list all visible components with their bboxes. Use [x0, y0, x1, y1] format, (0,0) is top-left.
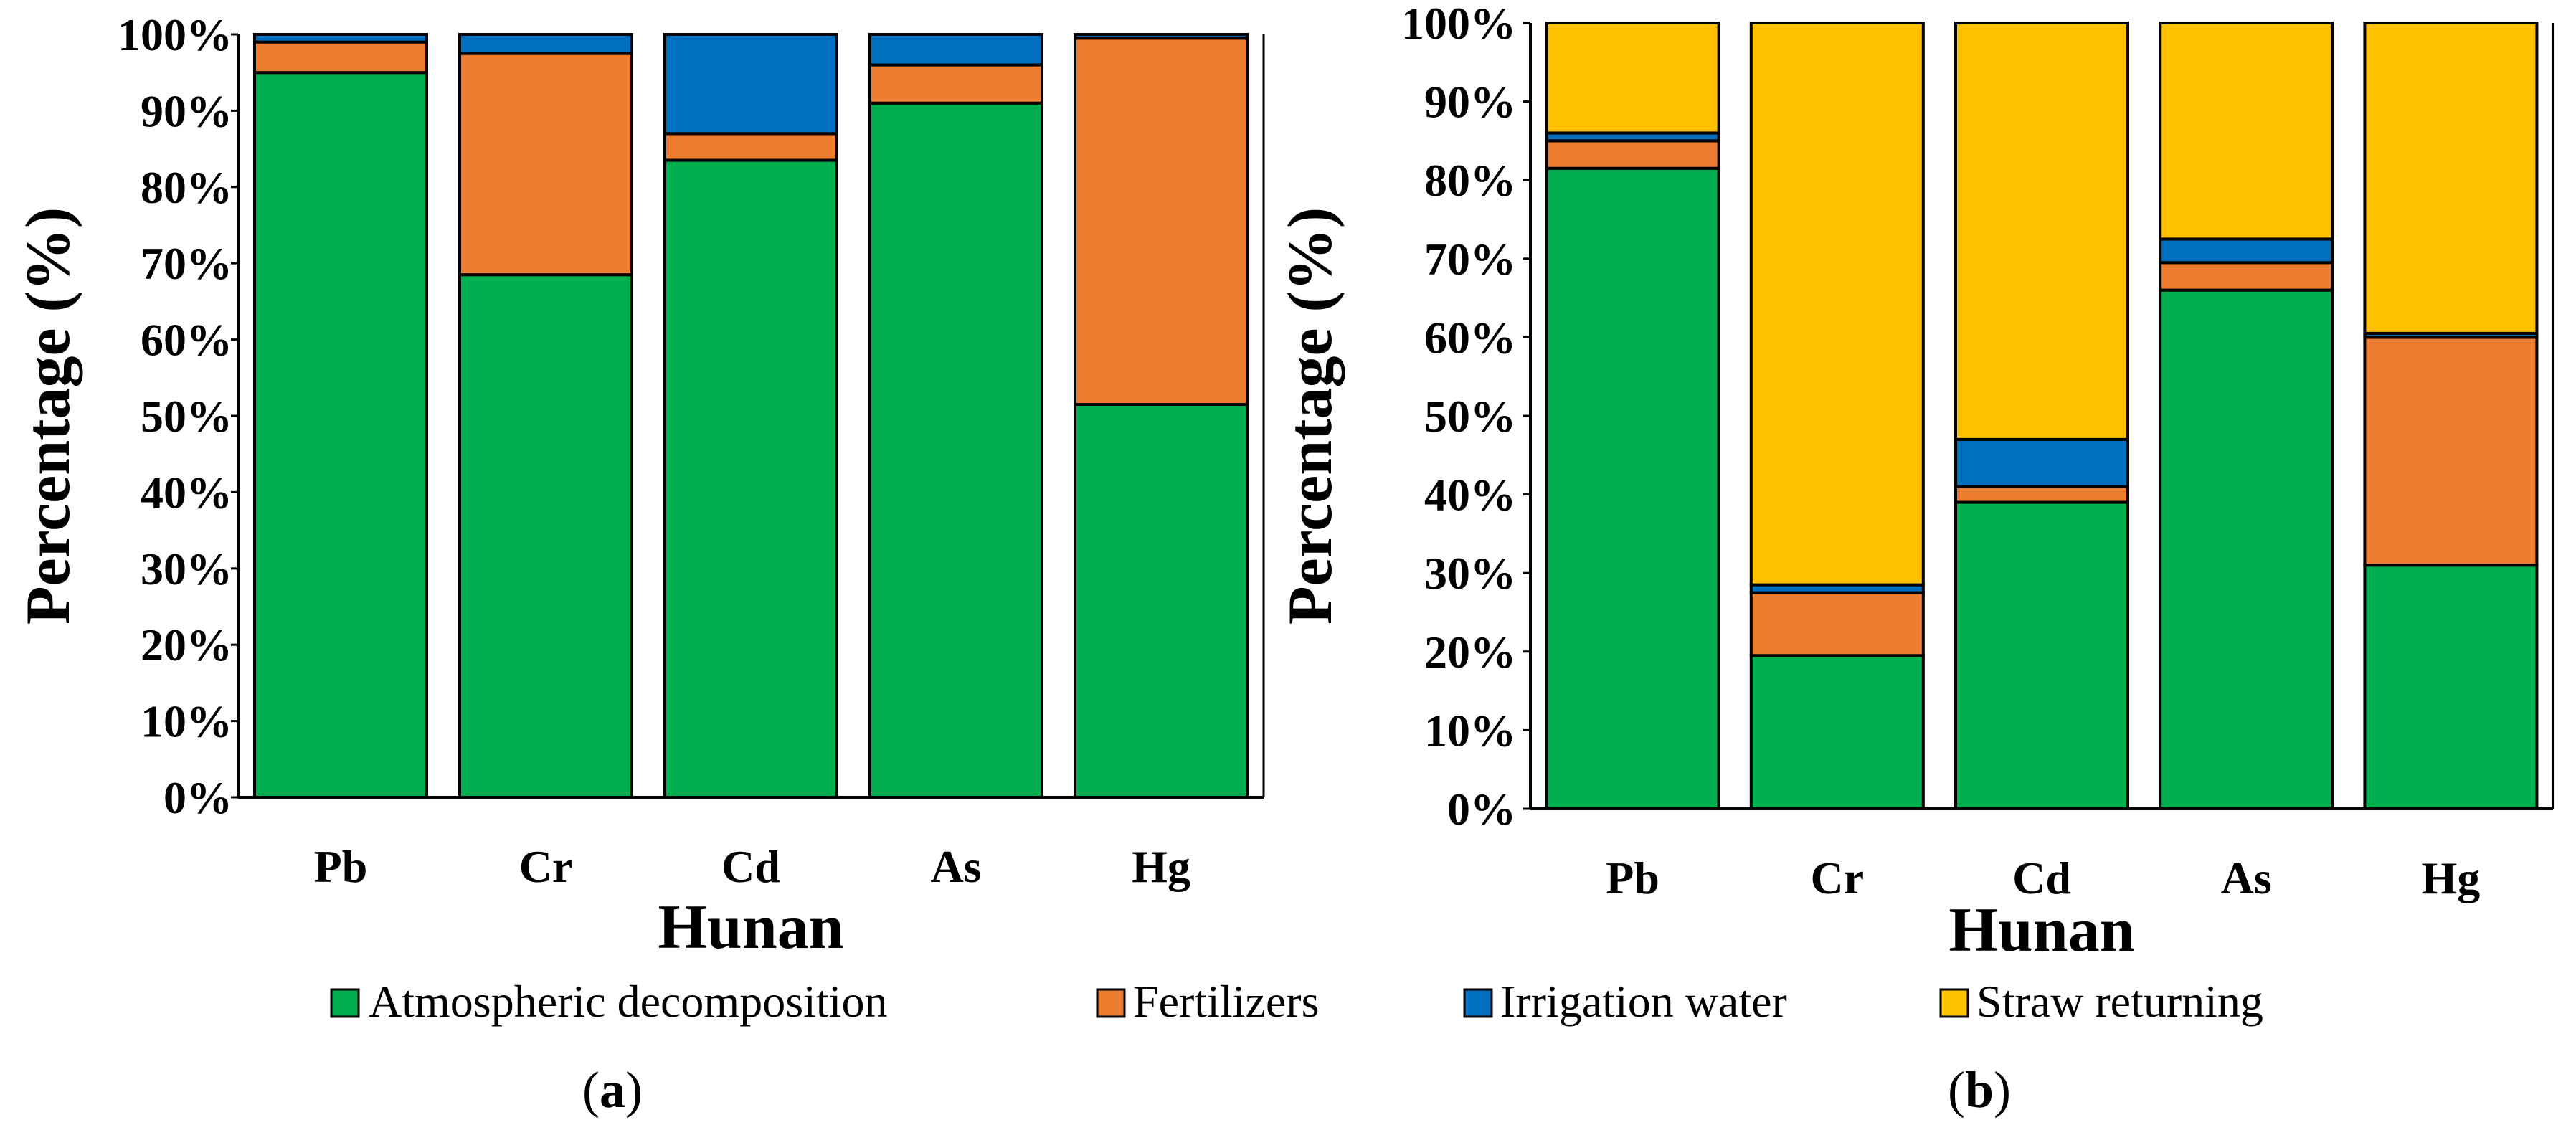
legend-label-fertilizers: Fertilizers: [1133, 976, 1319, 1027]
legend-swatch-atmospheric: [330, 988, 360, 1018]
y-tick-label: 70%: [1424, 234, 1516, 285]
bar-pb-irrigation-water: [253, 33, 428, 44]
bar-as-atmospheric-decomposition: [2159, 288, 2334, 810]
y-tick-label: 100%: [118, 9, 232, 60]
y-tick-label: 80%: [1424, 155, 1516, 206]
legend-label-atmospheric: Atmospheric decomposition: [369, 976, 887, 1027]
y-tick-label: 50%: [141, 391, 232, 442]
y-tick-label: 20%: [1424, 627, 1516, 678]
x-category-label: Hg: [2422, 853, 2481, 903]
x-axis-title: Hunan: [1948, 896, 2134, 965]
bar-hg-straw-returning: [2363, 22, 2539, 335]
chart-panel-a: 0% 10% 20% 30% 40% 50% 60% 70% 80% 90% 100% Pb Cr Cd A…: [14, 9, 1265, 962]
legend-label-straw: Straw returning: [1976, 976, 2263, 1027]
legend-swatch-straw: [1939, 988, 1969, 1018]
y-tick-label: 60%: [1424, 312, 1516, 363]
bar-cd-straw-returning: [1954, 22, 2129, 441]
bar-pb-atmospheric-decomposition: [253, 71, 428, 799]
legend-swatch-irrigation: [1463, 988, 1493, 1018]
y-tick-label: 80%: [141, 162, 232, 213]
y-tick-label: 10%: [141, 696, 232, 747]
bar-cd-irrigation-water: [1954, 437, 2129, 488]
bar-cd-fertilizers: [663, 132, 838, 162]
y-tick-label: 30%: [1424, 548, 1516, 599]
bar-as-atmospheric-decomposition: [868, 101, 1043, 799]
y-tick-label: 30%: [141, 543, 232, 594]
x-category-label: Cd: [2012, 853, 2071, 903]
y-tick-label: 40%: [141, 467, 232, 518]
bar-pb-straw-returning: [1545, 22, 1720, 135]
x-category-label: Hg: [1132, 841, 1190, 892]
bar-cr-fertilizers: [458, 52, 633, 277]
y-tick-label: 20%: [141, 619, 232, 670]
x-category-label: Cd: [721, 841, 780, 892]
bar-hg-fertilizers: [2363, 336, 2539, 567]
bar-hg-atmospheric-decomposition: [1074, 403, 1249, 799]
y-tick-label: 50%: [1424, 391, 1516, 442]
x-category-label: Cr: [519, 841, 573, 892]
bar-pb-fertilizers: [253, 40, 428, 75]
y-tick-label: 90%: [1424, 77, 1516, 128]
y-tick-label: 70%: [141, 238, 232, 289]
bar-pb-fertilizers: [1545, 139, 1720, 170]
legend: Atmospheric decomposition Fertilizers Ir…: [330, 976, 2263, 1027]
bar-pb-atmospheric-decomposition: [1545, 166, 1720, 810]
bar-cr-fertilizers: [1749, 591, 1925, 657]
bar-hg-fertilizers: [1074, 37, 1249, 407]
y-tick-label: 0%: [164, 772, 232, 823]
bar-cr-atmospheric-decomposition: [458, 273, 633, 799]
y-tick-label: 40%: [1424, 470, 1516, 521]
bar-as-irrigation-water: [868, 33, 1043, 67]
y-tick-label: 100%: [1401, 0, 1516, 49]
bar-cr-irrigation-water: [458, 33, 633, 55]
x-axis-title: Hunan: [658, 893, 843, 962]
bar-cd-atmospheric-decomposition: [663, 158, 838, 799]
bar-as-irrigation-water: [2159, 237, 2334, 265]
bar-hg-atmospheric-decomposition: [2363, 564, 2539, 810]
bar-as-fertilizers: [868, 63, 1043, 105]
y-axis-title: Percentage (%): [1276, 207, 1345, 625]
bar-hg-irrigation-water: [1074, 33, 1249, 40]
x-category-label: Cr: [1810, 853, 1864, 903]
bar-as-fertilizers: [2159, 261, 2334, 292]
x-category-label: As: [2221, 853, 2272, 903]
panel-label-b: (b): [1948, 1061, 2011, 1119]
legend-label-irrigation: Irrigation water: [1500, 976, 1787, 1027]
x-category-label: Pb: [1606, 853, 1659, 903]
y-tick-label: 0%: [1447, 784, 1516, 835]
bar-cd-irrigation-water: [663, 33, 838, 136]
bar-cr-atmospheric-decomposition: [1749, 654, 1925, 811]
bar-cd-fertilizers: [1954, 485, 2129, 504]
bar-as-straw-returning: [2159, 22, 2334, 241]
y-tick-label: 60%: [141, 315, 232, 366]
x-category-label: Pb: [314, 841, 368, 892]
bar-cd-atmospheric-decomposition: [1954, 500, 2129, 810]
bar-cr-straw-returning: [1749, 22, 1925, 587]
y-tick-label: 90%: [141, 85, 232, 136]
chart-panel-b: 0% 10% 20% 30% 40% 50% 60% 70% 80% 90% 100% Pb Cr Cd A…: [1276, 0, 2554, 965]
x-category-label: As: [930, 841, 981, 892]
legend-swatch-fertilizers: [1096, 988, 1126, 1018]
y-axis-title: Percentage (%): [14, 207, 83, 625]
panel-label-a: (a): [582, 1061, 643, 1119]
y-tick-label: 10%: [1424, 705, 1516, 756]
